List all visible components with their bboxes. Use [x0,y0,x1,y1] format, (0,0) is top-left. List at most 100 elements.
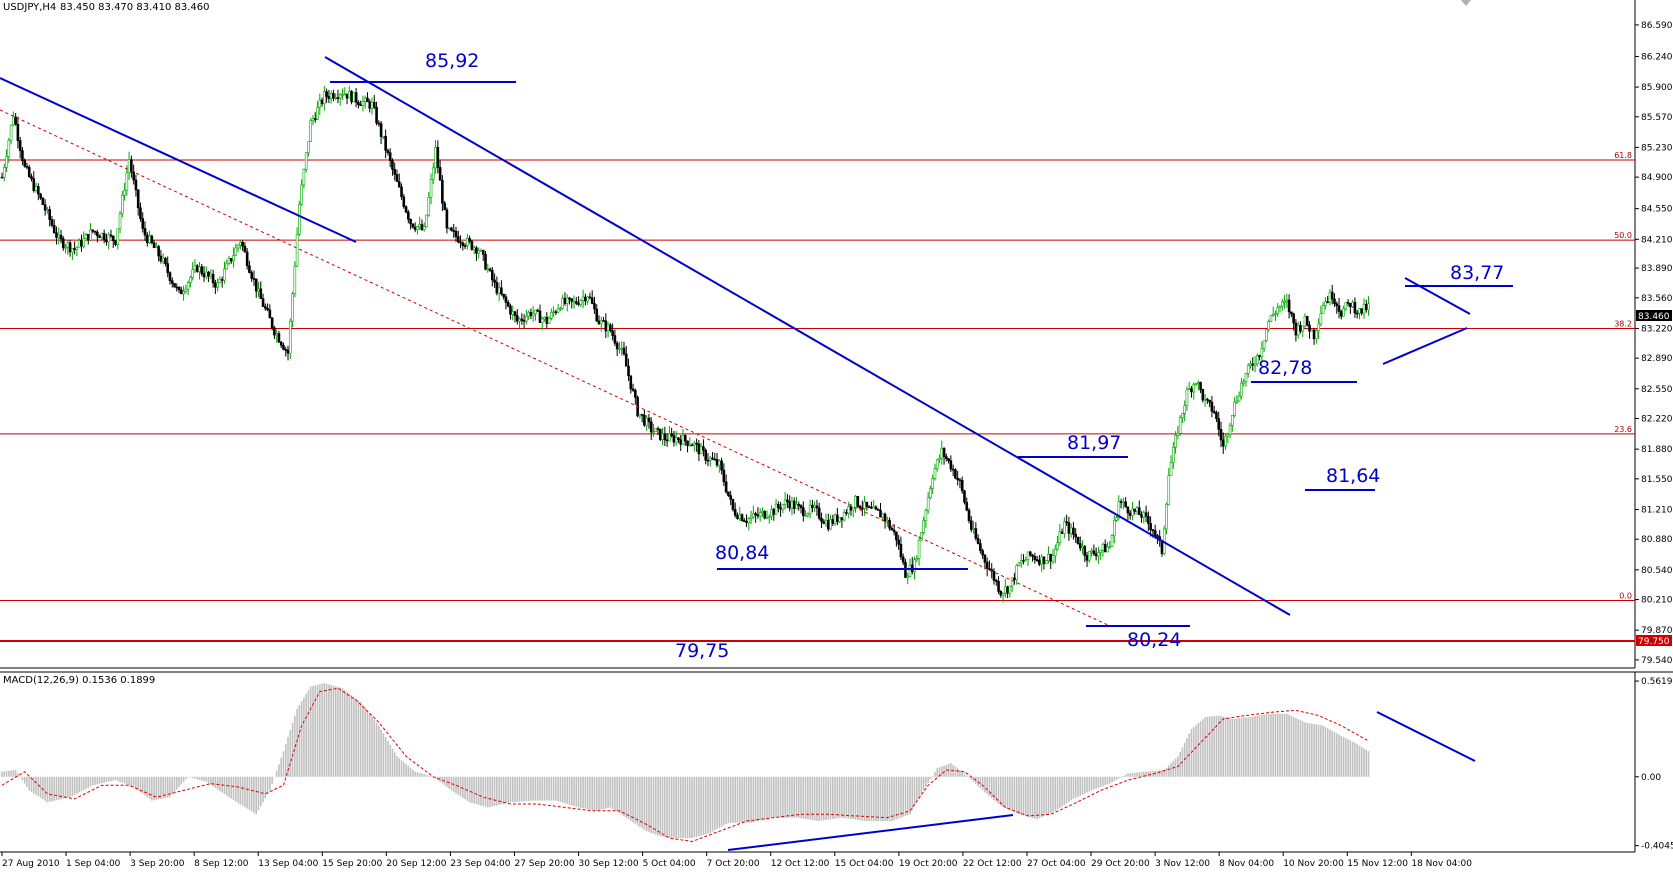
macd-histogram-bar [582,776,584,809]
candle-body [758,512,762,517]
macd-histogram-bar [46,776,49,803]
candle-body [277,333,281,343]
macd-histogram-bar [775,776,777,818]
candles [0,86,1370,603]
candle-body [175,286,179,289]
macd-histogram-bar [861,776,864,821]
candle-body [720,460,723,471]
macd-histogram-bar [981,776,984,791]
annotation-label: 83,77 [1450,262,1504,284]
candle-body [513,311,517,316]
candle-body [715,459,719,466]
candle-body [91,229,95,232]
candle-body [718,460,721,466]
candle-body [1210,401,1214,412]
macd-histogram-bar [845,776,848,819]
fib-level-label: 50.0 [1614,231,1632,240]
candle-body [706,459,710,462]
candle-body [838,517,841,522]
macd-histogram-bar [1247,717,1250,777]
macd-histogram-bar [1261,715,1263,777]
candle-body [609,324,612,331]
candle-body [792,500,796,509]
candle-body [540,318,544,323]
candle-body [634,390,637,398]
candle-body [461,242,465,246]
macd-histogram-bar [389,744,391,777]
candle-body [157,246,160,257]
macd-histogram-bar [287,737,289,777]
time-tick-label: 15 Oct 04:00 [835,859,894,869]
macd-histogram-bar [1192,727,1195,777]
macd-histogram-bar [802,776,805,819]
candle-body [311,118,315,121]
macd-histogram-bar [934,771,936,777]
macd-histogram-bar [602,776,605,810]
macd-histogram-bar [1000,776,1002,806]
macd-histogram-bar [1152,771,1154,777]
level-price-tag [1636,634,1672,646]
macd-histogram-bar [723,776,725,826]
candle-body [1078,543,1082,549]
candle-body [270,317,274,329]
macd-histogram-bar [78,776,80,793]
candle-body [595,308,599,322]
macd-histogram-bar [232,776,235,801]
macd-histogram-bar [575,776,578,807]
candle-body [1206,398,1209,401]
candle-body [795,504,798,509]
macd-histogram-bar [257,776,260,811]
macd-histogram-bar [71,776,74,797]
macd-histogram-bar [832,776,834,820]
candle-body [849,506,853,511]
macd-histogram-bar [421,773,423,777]
macd-histogram-bar [121,776,124,783]
macd-histogram-bar [373,719,376,777]
macd-histogram-bar [627,776,630,820]
macd-histogram-bar [328,684,330,777]
candle-body [722,469,726,483]
candle-body [350,91,353,103]
candle-body [486,268,490,271]
candle-body [1215,412,1218,419]
macd-histogram-bar [1263,714,1265,777]
macd-histogram-bar [841,776,843,818]
candle-body [865,501,869,508]
macd-histogram-bar [1111,776,1113,783]
macd-histogram-bar [1299,720,1302,777]
macd-histogram-bar [1186,738,1188,777]
candle-body [833,514,837,524]
macd-histogram-bar [925,776,927,787]
candle-body [624,353,628,367]
candle-body [570,298,574,302]
macd-histogram-bar [897,776,900,819]
macd-histogram-bar [1279,713,1281,777]
macd-histogram-bar [1242,717,1245,777]
macd-histogram-bar [834,776,836,819]
candle-body [1335,303,1339,307]
macd-histogram-bar [477,776,480,805]
candle-body [211,273,215,284]
macd-histogram-bar [505,776,507,804]
candle-body [57,234,61,238]
candle-body [243,245,247,253]
candle-body [1228,424,1232,435]
candle-body [892,529,896,533]
candle-body [822,521,826,524]
macd-histogram-bar [1245,717,1247,777]
macd-histogram-bar [648,776,650,833]
candle-body [320,99,324,104]
candle-body [1060,531,1064,534]
candle-body [232,255,235,262]
macd-histogram-bar [577,776,580,808]
candle-body [1262,340,1266,349]
price-annotations: 85,92 80,84 79,75 81,97 80,24 82,78 81,6… [425,50,1504,662]
macd-histogram-bar [695,776,698,837]
macd-histogram-bar [541,776,544,801]
macd-histogram-bar [968,776,970,778]
macd-title: MACD(12,26,9) 0.1536 0.1899 [3,675,155,686]
macd-histogram-bar [366,710,369,777]
candle-body [820,517,823,522]
candle-body [9,124,13,141]
macd-histogram-bar [1106,776,1109,785]
